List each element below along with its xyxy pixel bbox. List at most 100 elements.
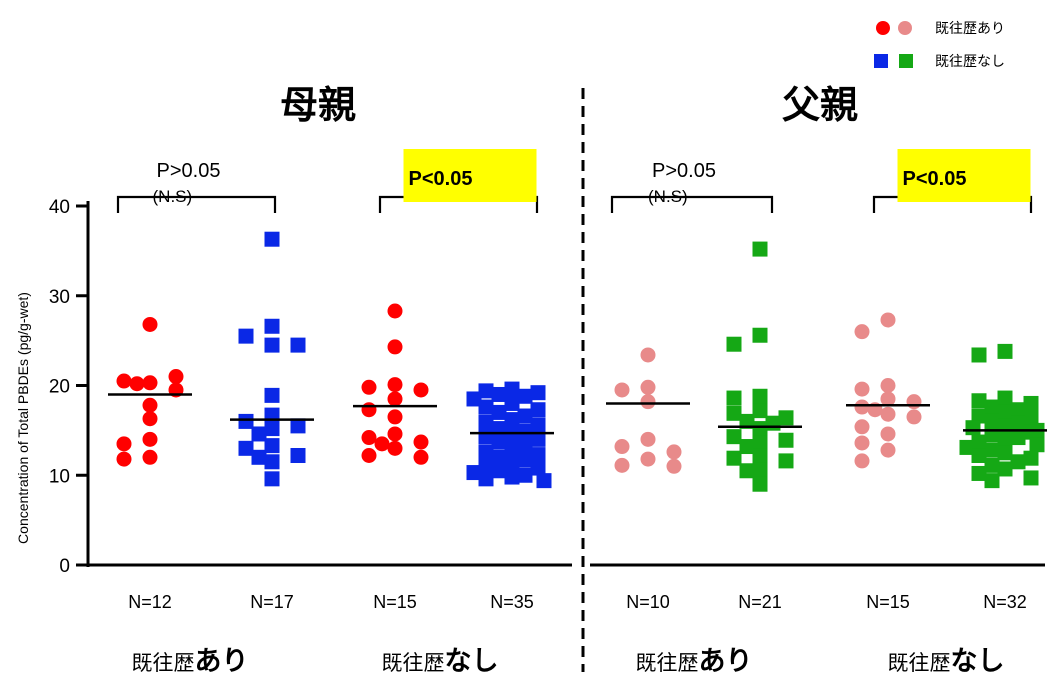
data-point: [361, 430, 377, 446]
group-label: 既往歴あり: [636, 646, 753, 677]
data-point: [984, 473, 1000, 489]
p-value-label: P<0.05: [409, 168, 473, 190]
data-point: [984, 442, 1000, 458]
data-point: [478, 429, 494, 445]
data-point: [238, 328, 254, 344]
data-point: [726, 390, 742, 406]
data-point: [530, 447, 546, 463]
data-point: [517, 467, 533, 483]
data-point: [752, 476, 768, 492]
data-point: [504, 455, 520, 471]
data-point: [504, 412, 520, 428]
data-point: [504, 395, 520, 411]
data-point: [264, 231, 280, 247]
data-point: [116, 373, 132, 389]
data-point: [971, 448, 987, 464]
data-point: [854, 419, 870, 435]
data-point: [778, 432, 794, 448]
data-point: [906, 409, 922, 425]
data-point: [361, 448, 377, 464]
data-point: [752, 421, 768, 437]
n-label: N=35: [490, 592, 534, 612]
data-point: [1010, 402, 1026, 418]
y-ticks: 0 10 20 30 40: [49, 197, 88, 577]
data-point: [739, 413, 755, 429]
data-point: [478, 383, 494, 399]
p-value-label: P<0.05: [903, 168, 967, 190]
data-point: [997, 461, 1013, 477]
data-point: [264, 438, 280, 454]
data-point: [854, 435, 870, 451]
data-point: [997, 431, 1013, 447]
data-point: [640, 451, 656, 467]
data-point: [1023, 424, 1039, 440]
data-points: [108, 231, 1047, 492]
data-point: [491, 434, 507, 450]
data-point: [880, 406, 896, 422]
data-point: [614, 457, 630, 473]
data-point: [491, 386, 507, 402]
data-point: [264, 387, 280, 403]
data-point: [413, 434, 429, 450]
data-point: [116, 451, 132, 467]
data-point: [965, 420, 981, 436]
data-point: [854, 399, 870, 415]
data-point: [752, 403, 768, 419]
data-point: [1023, 410, 1039, 426]
data-point: [387, 303, 403, 319]
data-point: [752, 435, 768, 451]
data-point: [906, 394, 922, 410]
data-point: [264, 421, 280, 437]
comparison-bracket: [116, 195, 277, 213]
data-point: [1029, 437, 1045, 453]
data-point: [726, 450, 742, 466]
significance-highlight: [897, 149, 1031, 202]
data-point: [997, 445, 1013, 461]
data-point: [666, 458, 682, 474]
data-point: [264, 337, 280, 353]
data-point: [142, 431, 158, 447]
data-point: [517, 388, 533, 404]
data-point: [530, 402, 546, 418]
panel-title-mother: 母親: [280, 83, 356, 127]
data-point: [530, 385, 546, 401]
ns-label: (N.S): [648, 187, 688, 206]
data-point: [536, 473, 552, 489]
data-point: [517, 452, 533, 468]
data-point: [142, 411, 158, 427]
data-point: [640, 394, 656, 410]
data-point: [880, 378, 896, 393]
data-point: [959, 439, 975, 455]
data-point: [238, 440, 254, 456]
y-tick-label: 0: [59, 556, 70, 577]
y-tick-label: 30: [49, 287, 70, 308]
group-labels: 既往歴あり N=12 N=17 既往歴なし N=15 N=35 既往歴あり N=10 N=21 既…: [128, 592, 1027, 677]
data-point: [854, 453, 870, 469]
legend-marker-yes-1: [876, 21, 890, 35]
group-label: 既往歴なし: [382, 646, 499, 677]
legend-marker-yes-2: [898, 21, 912, 35]
data-point: [984, 399, 1000, 415]
data-point: [971, 393, 987, 409]
data-point: [504, 381, 520, 397]
panel-title-father: 父親: [782, 83, 858, 127]
data-point: [129, 376, 145, 392]
n-label: N=10: [626, 592, 670, 612]
data-point: [971, 347, 987, 363]
data-point: [752, 388, 768, 404]
data-point: [530, 460, 546, 476]
data-point: [614, 439, 630, 455]
data-point: [142, 316, 158, 332]
data-point: [726, 429, 742, 445]
data-point: [640, 379, 656, 395]
data-point: [666, 444, 682, 460]
data-point: [361, 402, 377, 418]
n-label: N=15: [373, 592, 417, 612]
n-label: N=17: [250, 592, 294, 612]
data-point: [517, 438, 533, 454]
n-label: N=21: [738, 592, 782, 612]
data-point: [478, 444, 494, 460]
ns-label: (N.S): [153, 187, 193, 206]
data-point: [997, 390, 1013, 406]
legend-marker-no-2: [899, 54, 913, 68]
